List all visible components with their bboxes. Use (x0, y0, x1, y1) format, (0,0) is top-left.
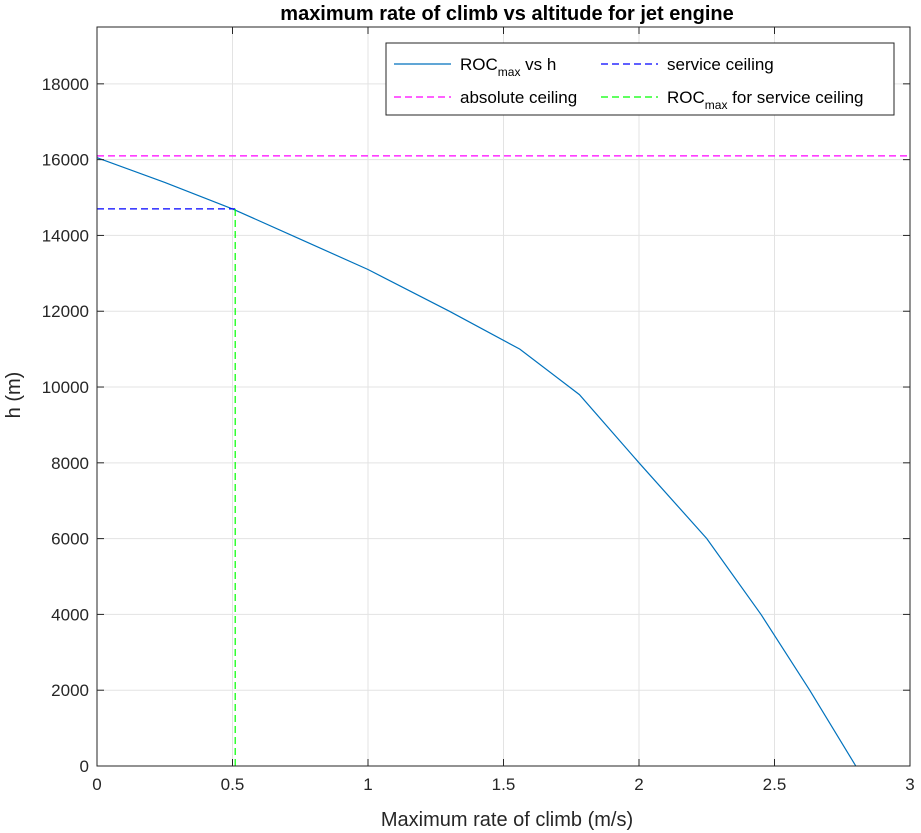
x-tick-label: 1 (363, 775, 372, 794)
y-tick-label: 2000 (51, 681, 89, 700)
y-tick-label: 18000 (42, 75, 89, 94)
legend-box (385, 42, 895, 116)
y-tick-label: 12000 (42, 302, 89, 321)
y-tick-label: 4000 (51, 605, 89, 624)
x-tick-label: 0 (92, 775, 101, 794)
x-tick-label: 2.5 (763, 775, 787, 794)
series-group (96, 155, 910, 767)
ticks: 0 0.5 1 1.5 2 2.5 3 0 2000 4000 6000 8000 10000 12000… (42, 27, 915, 794)
y-tick-label: 16000 (42, 151, 89, 170)
legend: ROCmax vs h service ceiling absolute ceili… (385, 42, 895, 116)
y-tick-label: 14000 (42, 226, 89, 245)
legend-label: ROCmax vs h (460, 55, 556, 79)
y-tick-label: 6000 (51, 530, 89, 549)
legend-label: ROCmax for service ceiling (667, 88, 864, 112)
y-tick-label: 10000 (42, 378, 89, 397)
grid (96, 27, 911, 767)
x-tick-label: 3 (905, 775, 914, 794)
y-axis-label: h (m) (3, 372, 25, 419)
chart-title: maximum rate of climb vs altitude for je… (280, 3, 733, 25)
x-axis-label: Maximum rate of climb (m/s) (381, 809, 633, 831)
legend-label: absolute ceiling (460, 88, 577, 107)
x-tick-label: 0.5 (221, 775, 245, 794)
legend-label: service ceiling (667, 55, 774, 74)
x-tick-label: 1.5 (492, 775, 516, 794)
series-line (96, 157, 857, 767)
y-tick-label: 8000 (51, 454, 89, 473)
y-tick-label: 0 (80, 757, 89, 776)
x-tick-label: 2 (634, 775, 643, 794)
